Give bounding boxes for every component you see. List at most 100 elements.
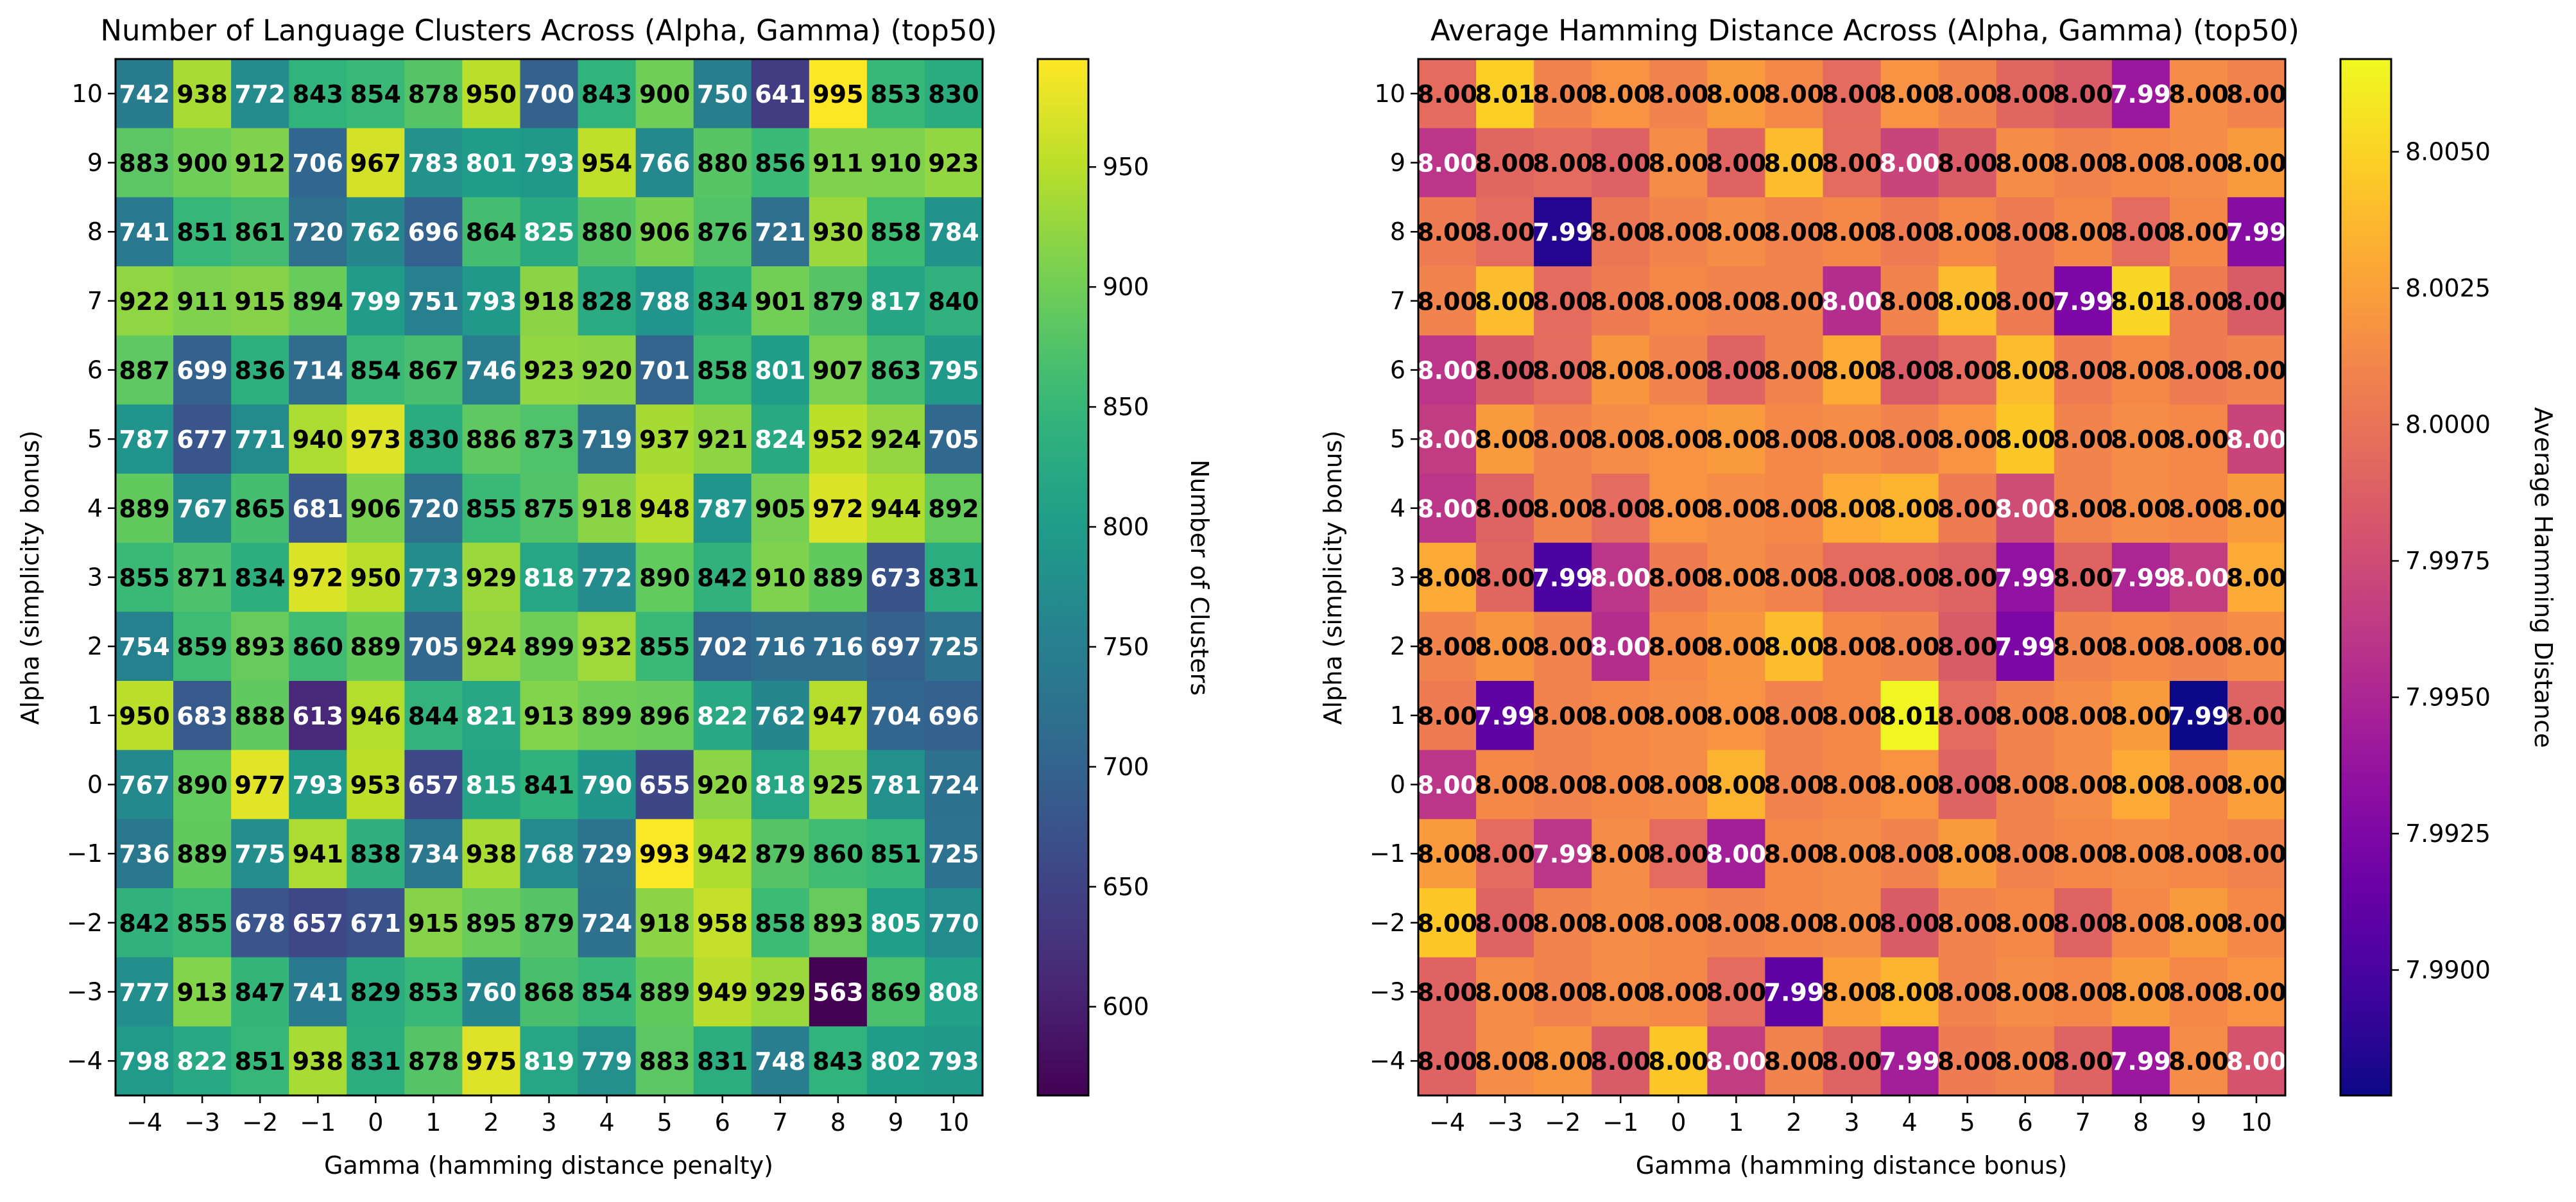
cell-value-label: 8.00 [2053,633,2113,661]
cell-value-label: 8.00 [1648,1047,1708,1076]
cell-value-label: 8.00 [1880,357,1940,385]
cell-value-label: 8.00 [1590,150,1651,178]
cell-value-label: 8.00 [1995,357,2056,385]
cell-value-label: 8.00 [2226,702,2287,730]
x-axis-ticks: −4 −3 −2 −1 0 1 2 3 4 5 6 7 8 9 10 [1429,1095,2272,1137]
y-tick-label: 8 [87,218,103,246]
cell-value-label: 8.00 [1995,218,2056,246]
cell-value-label: 899 [581,702,632,730]
cell-value-label: 953 [350,771,401,800]
x-tick-label: 3 [1844,1108,1859,1137]
heatmap-cell [231,681,289,751]
cell-value-label: 8.00 [1706,80,1766,108]
cell-value-label: 8.00 [1417,840,1477,868]
cell-value-label: 8.00 [1764,840,1825,868]
heatmap-cell [1880,681,1939,751]
heatmap-cell [2054,681,2113,751]
heatmap-cell [347,819,405,889]
heatmap-cell [173,474,232,544]
heatmap-cell [1418,335,1477,405]
heatmap-cell [1880,474,1939,544]
cell-value-label: 8.00 [1995,909,2056,938]
heatmap-cell [1996,750,2055,820]
colorbar-tick-label: 750 [1103,633,1149,661]
cell-value-label: 8.00 [1937,1047,1998,1076]
heatmap-cell [1476,612,1534,682]
heatmap-cell [578,197,637,267]
cell-value-label: 843 [293,80,343,108]
heatmap-cell [1476,750,1534,820]
cell-value-label: 801 [755,357,805,385]
heatmap-cell [347,59,405,129]
cell-value-label: 8.00 [2053,771,2113,800]
heatmap-cell [635,957,694,1027]
heatmap-cell [924,888,983,958]
colorbar [1036,58,1090,1097]
cell-value-label: 8.00 [1648,771,1708,800]
cell-value-label: 924 [870,425,921,454]
heatmap-cell [1823,750,1882,820]
heatmap-cell [289,59,347,129]
cell-value-label: 8.00 [1764,633,1825,661]
cell-value-label: 819 [524,1047,574,1076]
heatmap-cell [1476,59,1534,129]
heatmap-cell [289,404,347,474]
cell-value-label: 8.00 [2053,425,2113,454]
x-tick-label: −1 [1602,1108,1638,1137]
cell-value-label: 8.00 [1533,979,1593,1007]
heatmap-cell [2111,128,2170,198]
cell-value-label: 8.00 [1475,564,1535,592]
heatmap-cell [520,197,579,267]
cell-value-label: 8.00 [2226,633,2287,661]
cell-value-label: 8.00 [1822,633,1882,661]
cell-value-label: 8.00 [2168,357,2229,385]
cell-value-label: 8.00 [1937,564,1998,592]
cell-value-label: 8.00 [1533,288,1593,316]
cell-value-label: 889 [812,564,863,592]
heatmap-cell [1880,957,1939,1027]
heatmap-cell [866,681,925,751]
cell-value-label: 657 [408,771,459,800]
heatmap-cell [809,266,868,336]
heatmap-cell [404,542,463,612]
cell-value-label: 8.00 [1417,150,1477,178]
heatmap-cell [116,128,174,198]
cell-value-label: 798 [119,1047,169,1076]
y-tick-label: 4 [1390,494,1405,522]
heatmap-cell [404,197,463,267]
cell-value-label: 912 [235,150,286,178]
colorbar-ticks: 600 650 700 750 800 850 900 950 [1088,153,1149,1021]
cell-value-label: 793 [293,771,343,800]
x-tick-label: 7 [2075,1108,2091,1137]
cell-value-label: 844 [408,702,459,730]
heatmap-cell [1996,59,2055,129]
heatmap-cell [173,888,232,958]
cell-value-label: 7.99 [2226,218,2287,246]
cell-value-label: 879 [755,840,805,868]
heatmap-cell [1707,819,1765,889]
cell-value-label: 8.00 [2111,909,2171,938]
cell-value-label: 8.00 [2053,909,2113,938]
cell-value-label: 8.00 [1475,771,1535,800]
heatmap-cell [751,750,810,820]
cell-value-label: 868 [524,979,574,1007]
heatmap-cell [1880,819,1939,889]
heatmap-cell [693,474,752,544]
heatmap-cell [751,335,810,405]
heatmap-cell [635,197,694,267]
cell-value-label: 860 [812,840,863,868]
colorbar-tick-label: 800 [1103,513,1149,541]
cell-value-label: 8.00 [1764,702,1825,730]
heatmap-cell [1823,819,1882,889]
y-tick-label: −1 [67,839,103,868]
cell-value-label: 8.00 [1533,909,1593,938]
heatmap-cell [2111,1026,2170,1096]
heatmap-cell [1649,474,1708,544]
y-tick-label: 6 [87,356,103,384]
heatmap-cell [2111,266,2170,336]
cell-value-label: 724 [928,771,979,800]
cell-value-label: 716 [812,633,863,661]
cell-value-label: 8.00 [1417,1047,1477,1076]
heatmap-cell [1823,474,1882,544]
